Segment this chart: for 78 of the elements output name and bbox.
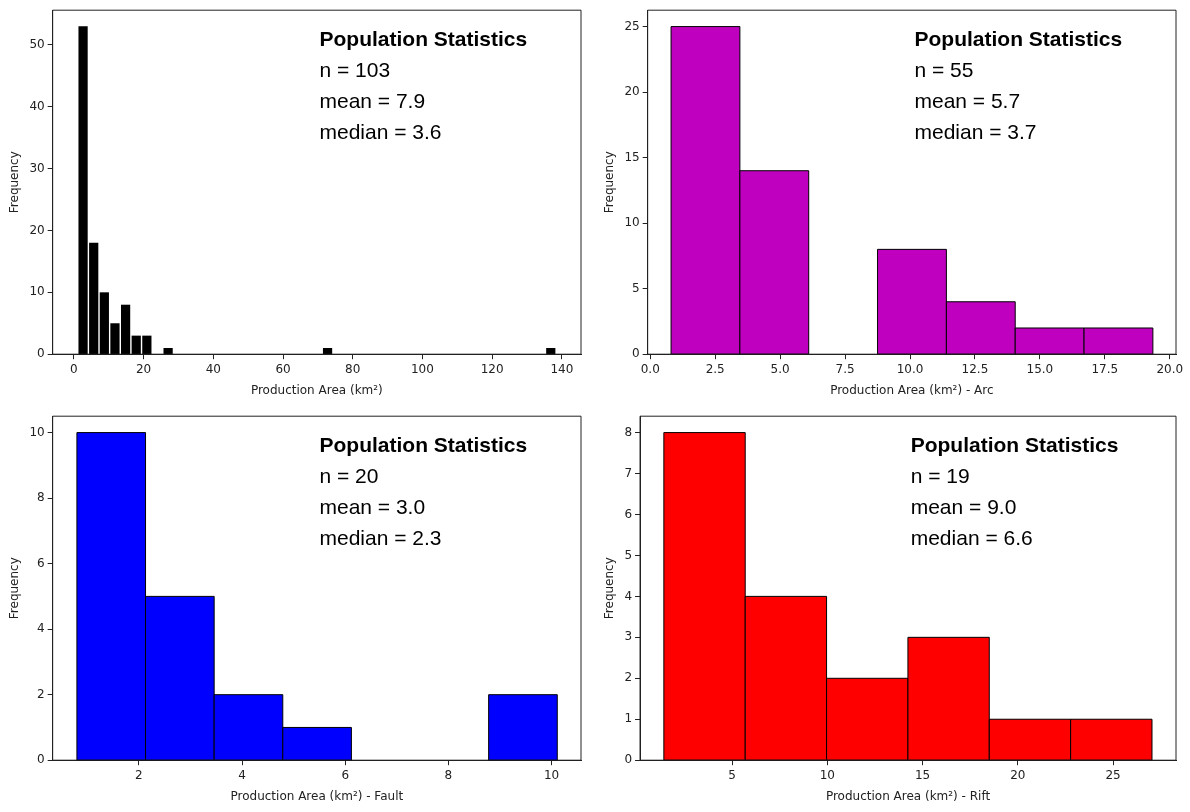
x-axis-title: Production Area (km²) — [250, 382, 383, 397]
annotation: Population Statistics — [319, 433, 528, 457]
annotation: n = 20 — [319, 464, 379, 488]
x-tick-label: 15 — [914, 767, 931, 782]
x-tick-label: 7.5 — [835, 361, 855, 376]
x-tick-label: 0.0 — [640, 361, 660, 376]
x-tick-label: 4 — [238, 767, 246, 782]
annotation: Population Statistics — [910, 433, 1119, 457]
y-tick-label: 1 — [624, 711, 633, 726]
x-tick-label: 20 — [1010, 767, 1026, 782]
x-axis-title: Production Area (km²) - Arc — [830, 382, 994, 397]
y-tick-label: 0 — [37, 752, 45, 767]
y-tick-label: 8 — [37, 490, 45, 505]
y-tick-label: 10 — [29, 284, 45, 299]
x-tick-label: 0 — [70, 361, 78, 376]
y-tick-label: 6 — [37, 555, 45, 570]
y-tick-label: 0 — [624, 752, 633, 767]
y-tick-label: 10 — [624, 215, 640, 230]
y-axis-title: Frequency — [602, 557, 617, 620]
x-tick-label: 80 — [345, 361, 361, 376]
y-tick-label: 5 — [624, 547, 633, 562]
y-tick-label: 8 — [624, 424, 633, 439]
annotation: n = 55 — [914, 58, 974, 82]
y-axis-title: Frequency — [7, 557, 22, 620]
x-tick-label: 120 — [480, 361, 504, 376]
annotation: mean = 7.9 — [319, 89, 426, 113]
x-axis-title: Production Area (km²) - Rift — [825, 788, 991, 803]
y-tick-label: 3 — [624, 629, 633, 644]
x-tick-label: 60 — [275, 361, 291, 376]
x-tick-label: 40 — [205, 361, 221, 376]
annotation: Population Statistics — [914, 27, 1123, 51]
y-tick-label: 7 — [624, 465, 633, 480]
y-tick-label: 10 — [29, 424, 45, 439]
y-tick-label: 5 — [632, 280, 640, 295]
x-tick-label: 2 — [135, 767, 143, 782]
annotation: median = 6.6 — [910, 526, 1033, 550]
y-tick-label: 4 — [624, 588, 633, 603]
x-tick-label: 6 — [341, 767, 350, 782]
x-axis-title: Production Area (km²) - Fault — [230, 788, 404, 803]
x-tick-label: 10 — [543, 767, 560, 782]
y-tick-label: 4 — [37, 621, 45, 636]
annotation: Population Statistics — [319, 27, 528, 51]
y-tick-label: 0 — [37, 346, 45, 361]
x-tick-label: 12.5 — [961, 361, 989, 376]
y-axis-title: Frequency — [602, 151, 617, 214]
x-tick-label: 20.0 — [1156, 361, 1184, 376]
x-tick-label: 2.5 — [705, 361, 725, 376]
y-tick-label: 2 — [624, 670, 633, 685]
annotation: median = 3.7 — [914, 120, 1037, 144]
annotation: mean = 3.0 — [319, 495, 426, 519]
y-tick-label: 40 — [29, 98, 45, 113]
x-tick-label: 100 — [410, 361, 434, 376]
x-tick-label: 25 — [1105, 767, 1121, 782]
x-tick-label: 140 — [550, 361, 574, 376]
x-tick-label: 10.0 — [896, 361, 924, 376]
y-tick-label: 50 — [29, 36, 45, 51]
y-tick-label: 6 — [624, 506, 633, 521]
annotation: n = 103 — [319, 58, 391, 82]
annotation: median = 2.3 — [319, 526, 442, 550]
y-tick-label: 20 — [29, 222, 45, 237]
y-tick-label: 25 — [624, 18, 640, 33]
annotation: mean = 9.0 — [910, 495, 1017, 519]
annotation: n = 19 — [910, 464, 970, 488]
x-tick-label: 5 — [728, 767, 736, 782]
annotation: mean = 5.7 — [914, 89, 1021, 113]
y-tick-label: 30 — [29, 160, 45, 175]
y-tick-label: 0 — [632, 346, 640, 361]
x-tick-label: 20 — [135, 361, 152, 376]
y-tick-label: 2 — [37, 686, 45, 701]
y-tick-label: 15 — [624, 149, 640, 164]
x-tick-label: 17.5 — [1091, 361, 1119, 376]
y-axis-title: Frequency — [7, 151, 22, 214]
annotation: median = 3.6 — [319, 120, 442, 144]
x-tick-label: 5.0 — [770, 361, 790, 376]
x-tick-label: 15.0 — [1026, 361, 1054, 376]
y-tick-label: 20 — [624, 84, 640, 99]
x-tick-label: 8 — [444, 767, 453, 782]
x-tick-label: 10 — [819, 767, 835, 782]
